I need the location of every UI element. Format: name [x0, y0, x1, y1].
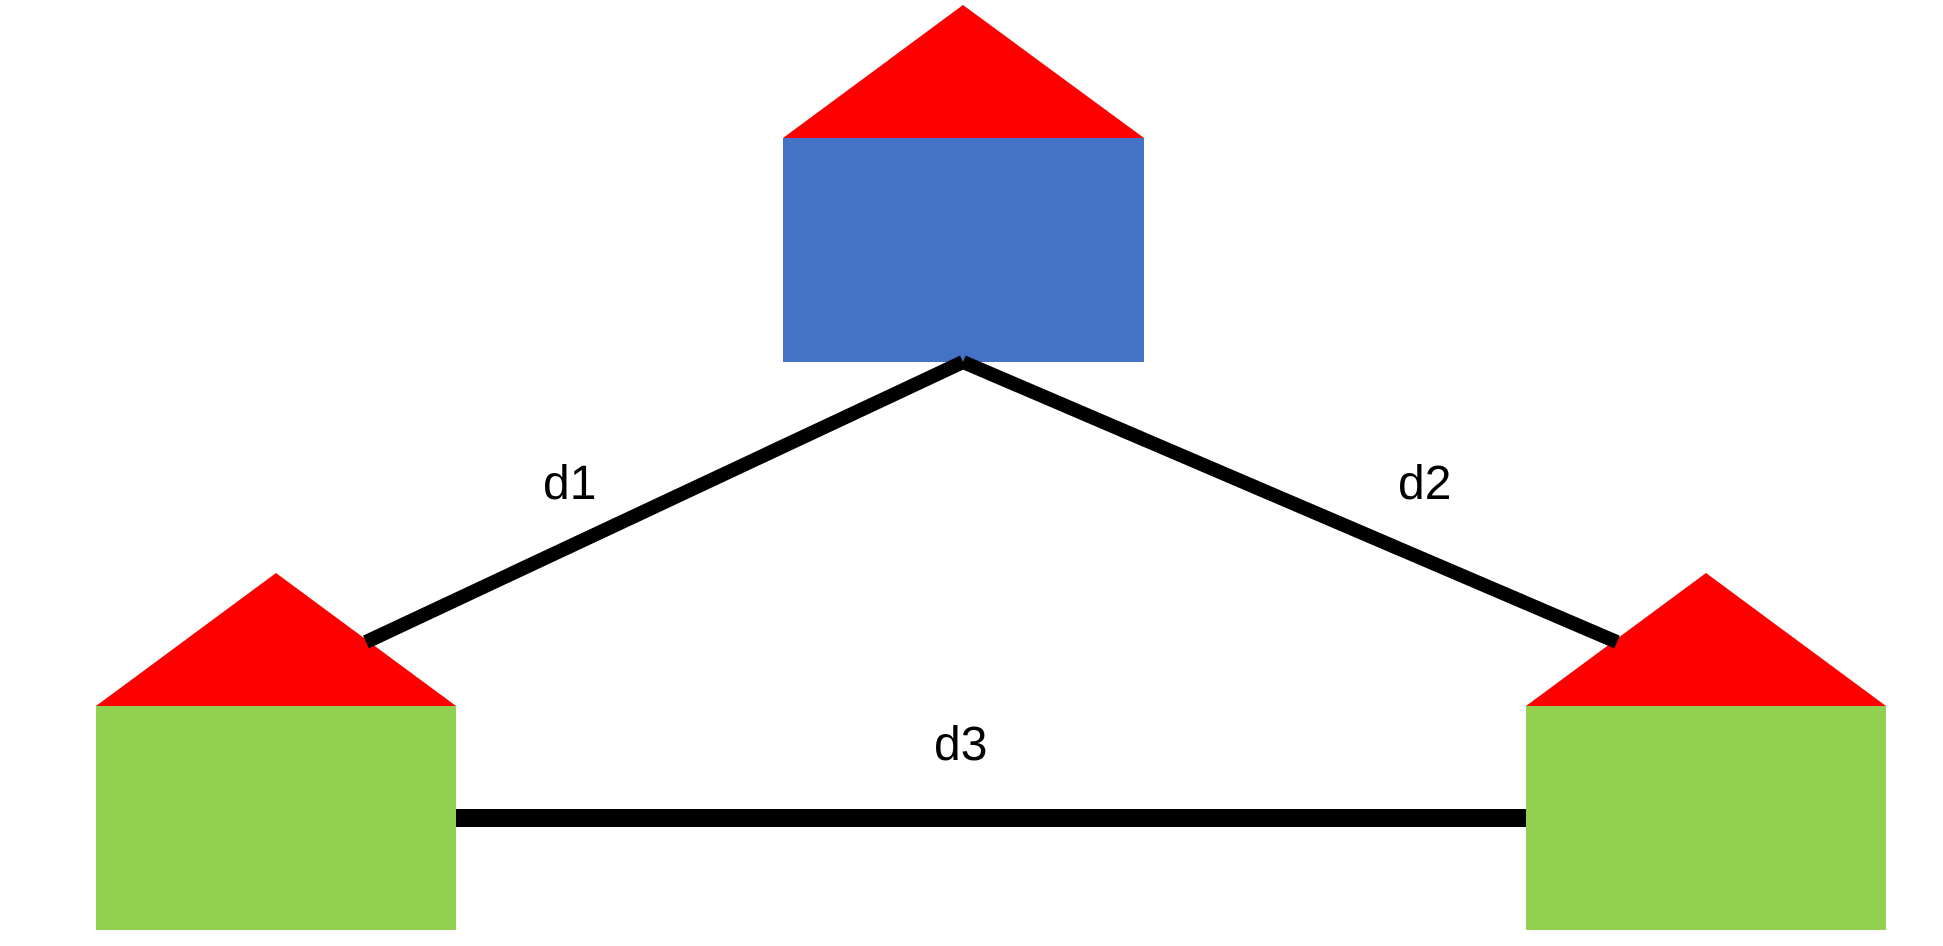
- label-d1: d1: [543, 457, 596, 510]
- left-house: [96, 573, 456, 930]
- right-house-roof: [1526, 573, 1886, 706]
- right-house: [1526, 573, 1886, 930]
- connector-d2: [960, 355, 1620, 649]
- connector-d1: [363, 355, 966, 649]
- label-d2: d2: [1398, 457, 1451, 510]
- left-house-body: [96, 706, 456, 930]
- top-house-body: [783, 138, 1144, 362]
- top-house-roof: [783, 5, 1144, 138]
- right-house-body: [1526, 706, 1886, 930]
- left-house-roof: [96, 573, 456, 706]
- label-d3: d3: [934, 718, 987, 771]
- top-house: [783, 5, 1144, 362]
